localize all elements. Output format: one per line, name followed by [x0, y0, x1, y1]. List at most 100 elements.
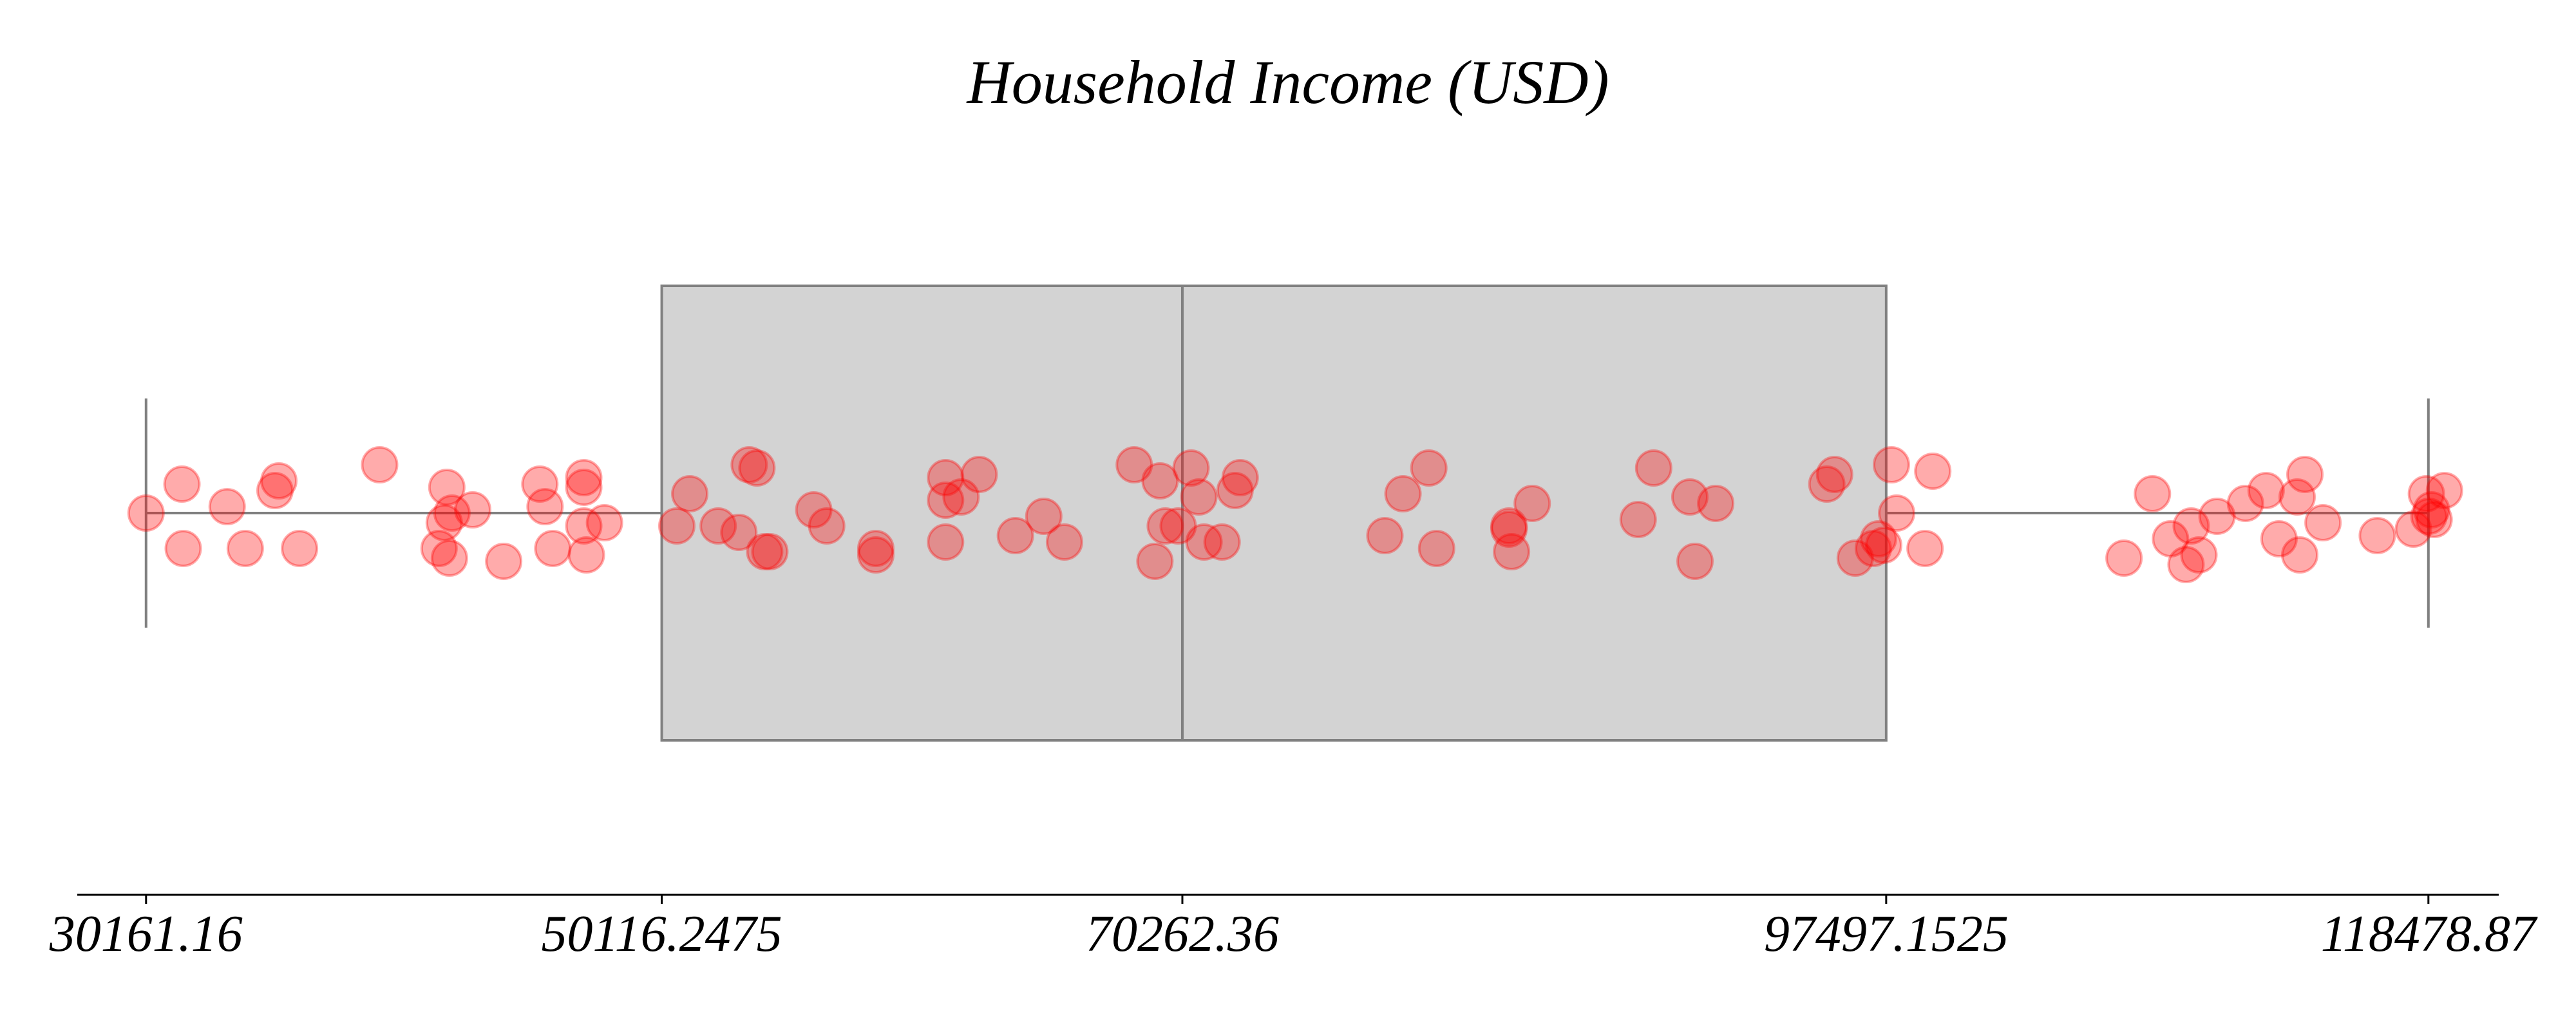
- data-point: [420, 530, 458, 567]
- data-point: [996, 517, 1034, 554]
- data-point: [2167, 546, 2205, 583]
- data-point: [163, 465, 201, 503]
- data-point: [720, 514, 758, 551]
- data-point: [927, 523, 965, 561]
- data-point: [361, 446, 399, 483]
- data-point: [433, 494, 471, 532]
- data-point: [2415, 501, 2453, 538]
- data-point: [1417, 530, 1455, 567]
- data-point: [795, 491, 833, 529]
- data-point: [1490, 507, 1528, 545]
- data-point: [2394, 510, 2432, 548]
- data-point: [857, 530, 895, 567]
- data-point: [671, 475, 709, 512]
- data-point: [2134, 475, 2172, 512]
- data-point: [1619, 501, 1657, 538]
- data-point: [526, 488, 564, 525]
- data-point: [1141, 462, 1179, 500]
- data-point: [1185, 523, 1223, 561]
- data-point: [2286, 456, 2324, 493]
- x-tick-label: 118478.87: [2321, 906, 2538, 962]
- box: [660, 285, 1888, 742]
- data-point: [1836, 539, 1874, 577]
- data-points: [127, 446, 2463, 583]
- data-point: [1872, 446, 1910, 483]
- data-point: [2304, 504, 2342, 541]
- data-point: [1384, 475, 1422, 512]
- data-point: [1859, 520, 1897, 557]
- data-point: [485, 543, 523, 580]
- data-point: [1045, 523, 1083, 561]
- data-point: [1025, 498, 1063, 535]
- data-point: [2226, 485, 2264, 522]
- data-point: [164, 530, 202, 567]
- data-point: [256, 472, 294, 509]
- data-point: [746, 533, 784, 570]
- data-point: [1815, 456, 1853, 493]
- data-point: [428, 469, 466, 506]
- data-point: [1493, 533, 1531, 570]
- x-tick-label: 70262.36: [1086, 906, 1279, 962]
- data-point: [2198, 498, 2236, 535]
- data-point: [2410, 498, 2448, 535]
- data-point: [1634, 449, 1672, 487]
- data-point: [1906, 530, 1944, 567]
- data-point: [567, 536, 605, 574]
- iqr-box: [660, 285, 1888, 742]
- data-point: [2407, 475, 2445, 512]
- data-point: [2180, 536, 2218, 574]
- data-point: [1697, 485, 1735, 522]
- data-point: [2425, 472, 2463, 509]
- data-point: [1513, 485, 1551, 522]
- data-point: [521, 465, 559, 503]
- data-point: [1366, 517, 1404, 554]
- data-point: [2260, 520, 2298, 557]
- data-point: [2278, 478, 2316, 516]
- data-point: [260, 462, 298, 500]
- data-point: [942, 478, 980, 516]
- data-point: [1115, 446, 1153, 483]
- data-point: [565, 469, 603, 506]
- data-point: [425, 504, 463, 541]
- x-axis-ticks: 30161.16 50116.2475 70262.36 97497.1525 1184…: [49, 895, 2538, 962]
- data-point: [751, 533, 789, 570]
- data-point: [1172, 449, 1210, 487]
- data-point: [430, 539, 468, 577]
- data-point: [1180, 478, 1218, 516]
- data-point: [585, 504, 623, 541]
- data-point: [1671, 478, 1709, 516]
- data-point: [1203, 523, 1241, 561]
- data-point: [2172, 507, 2210, 545]
- data-point: [857, 536, 895, 574]
- data-point: [927, 482, 965, 519]
- data-point: [453, 491, 491, 529]
- data-point: [927, 459, 965, 496]
- data-point: [208, 488, 246, 525]
- data-point: [2358, 517, 2396, 554]
- data-point: [808, 507, 846, 545]
- data-point: [1146, 507, 1184, 545]
- x-tick-label: 30161.16: [49, 906, 243, 962]
- data-point: [1878, 494, 1916, 532]
- data-point: [534, 530, 572, 567]
- data-point: [730, 446, 768, 483]
- data-point: [1914, 453, 1952, 490]
- whiskers: [144, 398, 2430, 628]
- data-point: [2152, 520, 2190, 557]
- data-point: [1676, 543, 1714, 580]
- data-point: [1136, 543, 1174, 580]
- data-point: [1808, 465, 1846, 503]
- data-point: [226, 530, 264, 567]
- data-point: [565, 507, 603, 545]
- data-point: [1410, 449, 1448, 487]
- x-tick-label: 97497.1525: [1764, 906, 2009, 962]
- data-point: [1159, 507, 1197, 545]
- data-point: [738, 449, 776, 487]
- data-point: [2412, 491, 2450, 529]
- data-point: [127, 494, 165, 532]
- data-point: [1864, 527, 1902, 564]
- data-point: [2281, 536, 2319, 574]
- data-point: [960, 456, 998, 493]
- data-point: [1221, 459, 1259, 496]
